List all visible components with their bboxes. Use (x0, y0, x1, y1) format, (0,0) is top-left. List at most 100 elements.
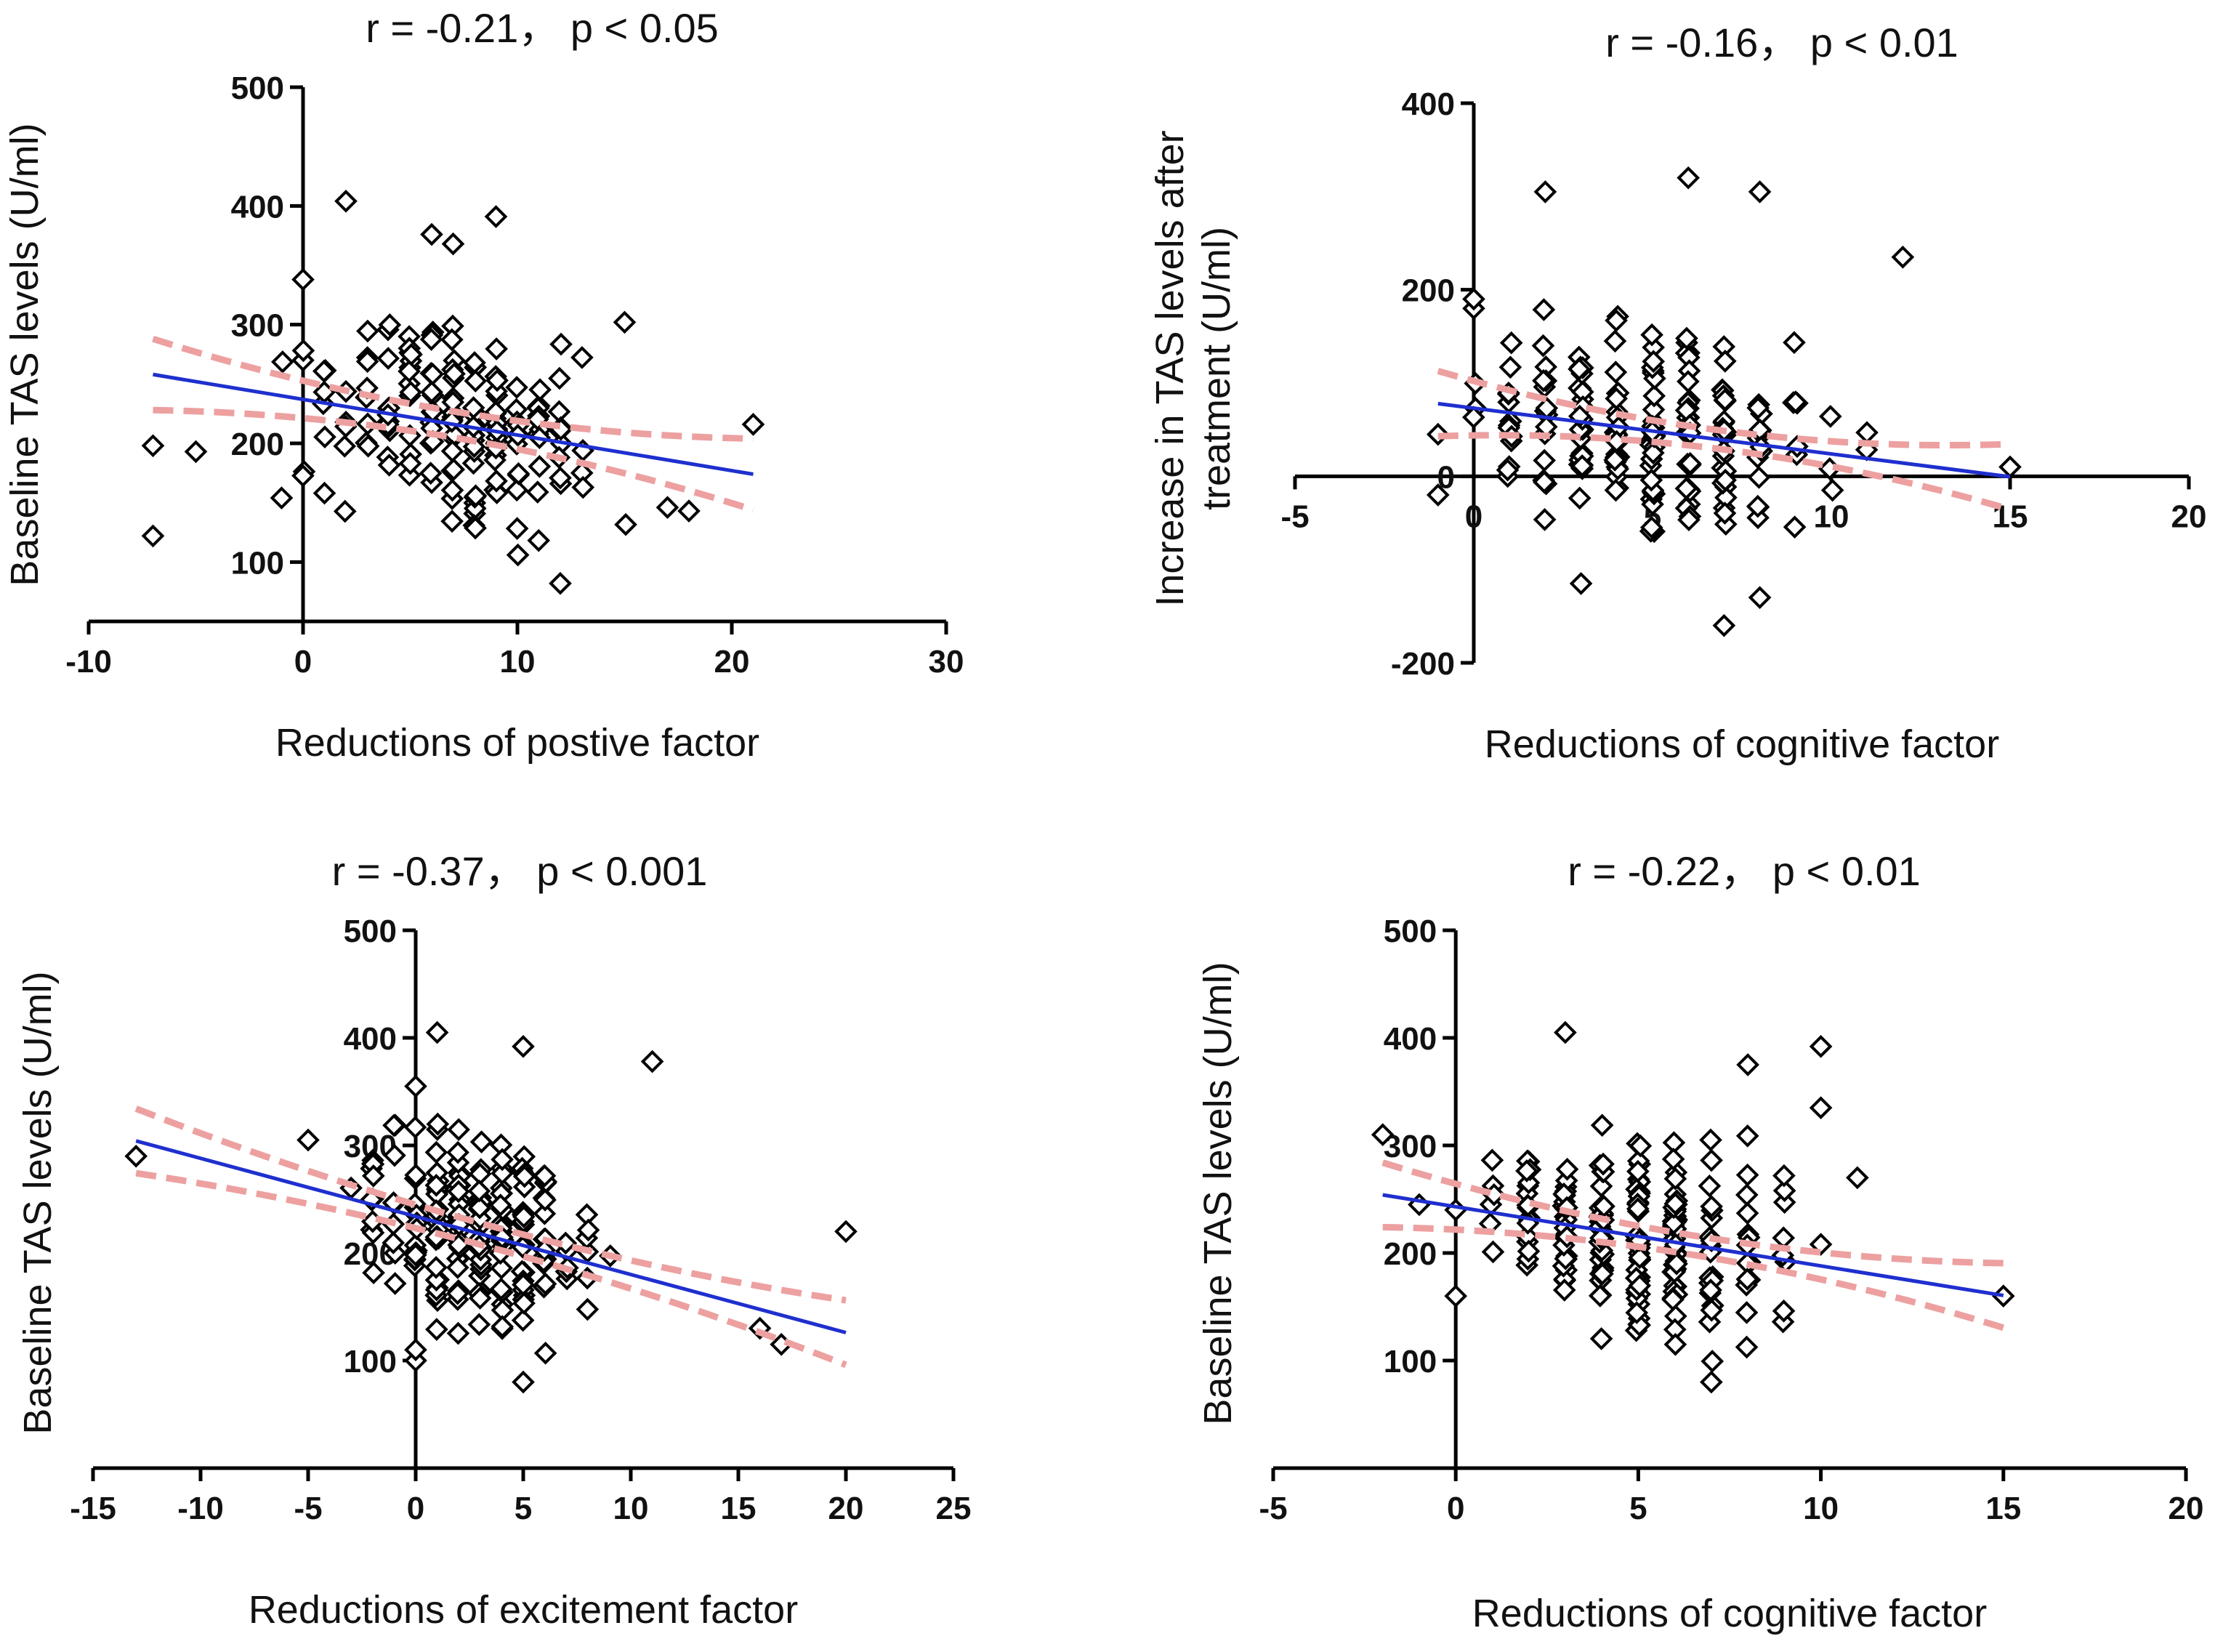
data-point (533, 1272, 557, 1296)
data-point (1809, 1035, 1833, 1058)
data-point (1554, 1020, 1577, 1044)
data-point (489, 1277, 513, 1301)
data-point (184, 440, 208, 464)
data-point (1531, 334, 1555, 358)
data-point (741, 413, 765, 436)
data-point (528, 378, 552, 402)
data-point (571, 475, 595, 499)
data-point (512, 1164, 536, 1188)
data-point (549, 571, 572, 595)
data-point (1533, 470, 1556, 493)
x-tick-label: 5 (515, 1491, 532, 1526)
data-point (399, 380, 423, 404)
data-point (312, 359, 336, 383)
data-point (1998, 455, 2022, 479)
data-point (1783, 515, 1807, 539)
data-point (467, 1179, 491, 1203)
data-point (446, 1321, 470, 1345)
data-point (1700, 1370, 1723, 1394)
data-point (1674, 477, 1698, 500)
x-tick-label: 15 (1985, 1491, 2021, 1526)
x-axis-label: Reductions of postive factor (275, 721, 759, 765)
data-point (468, 1286, 492, 1310)
data-point (362, 1261, 385, 1285)
data-point (1642, 350, 1666, 374)
data-point (484, 205, 508, 228)
data-point (468, 1196, 491, 1220)
data-point (446, 1140, 469, 1164)
data-point (469, 1130, 493, 1154)
data-point (549, 332, 573, 356)
data-point (1639, 468, 1663, 492)
data-point (548, 366, 571, 390)
confidence-band-upper (1381, 1159, 2004, 1267)
confidence-band-lower (1437, 432, 2012, 513)
data-point (485, 368, 509, 392)
data-point (1735, 1301, 1759, 1324)
data-point (491, 1161, 514, 1185)
data-point (1784, 390, 1807, 414)
data-point (1665, 1252, 1688, 1276)
data-point (1661, 1288, 1685, 1311)
data-point (1568, 357, 1591, 381)
data-point (1772, 1164, 1796, 1188)
data-point (1628, 1274, 1652, 1297)
x-tick-label: -10 (177, 1491, 224, 1526)
data-point (1589, 1327, 1613, 1350)
x-axis-label: Reductions of excitement factor (249, 1588, 798, 1632)
data-point (1772, 1190, 1796, 1214)
x-axis-label: Reductions of cognitive factor (1472, 1592, 1987, 1635)
x-tick-label: 10 (500, 644, 536, 680)
data-point (124, 1144, 148, 1168)
data-point (1480, 1148, 1504, 1172)
data-point (398, 360, 421, 383)
data-point (507, 462, 530, 485)
data-point (400, 342, 423, 366)
data-point (270, 486, 294, 509)
data-point (1590, 1113, 1614, 1137)
x-tick-label: 0 (294, 644, 312, 680)
data-point (296, 1128, 320, 1152)
x-tick-label: 0 (407, 1491, 424, 1526)
data-point (1679, 451, 1702, 475)
data-point (1639, 515, 1663, 539)
data-point (404, 1338, 427, 1362)
y-tick-label: 400 (231, 189, 284, 225)
y-tick-label: 100 (1384, 1344, 1437, 1379)
y-axis-label: Baseline TAS levels (U/ml) (16, 971, 60, 1434)
data-point (1426, 483, 1450, 507)
data-point (377, 454, 401, 477)
confidence-band-upper (152, 335, 754, 442)
data-point (1735, 1201, 1759, 1225)
data-point (1698, 1174, 1722, 1198)
y-tick-label: 300 (231, 308, 284, 344)
y-tick-label: 400 (1402, 86, 1455, 122)
data-point (1626, 1197, 1650, 1221)
data-point (313, 425, 336, 449)
data-point (1444, 1284, 1468, 1308)
data-point (312, 481, 336, 505)
data-point (1735, 1268, 1759, 1291)
data-point (1820, 478, 1844, 502)
regression-line (153, 372, 754, 476)
data-point (1663, 1192, 1687, 1216)
x-tick-label: 10 (1814, 499, 1849, 534)
regression-line (1382, 1193, 2004, 1297)
data-point (1746, 396, 1770, 420)
y-tick-label: 400 (344, 1021, 397, 1057)
data-point (1663, 1332, 1687, 1356)
data-point (570, 346, 594, 369)
data-point (1700, 1195, 1723, 1218)
y-tick-label: -200 (1391, 646, 1455, 682)
x-tick-label: -10 (65, 644, 112, 680)
data-point (1699, 1128, 1722, 1152)
data-point (291, 339, 315, 363)
data-point (376, 347, 400, 370)
x-tick-label: 0 (1447, 1491, 1464, 1526)
x-tick-label: -5 (294, 1491, 322, 1526)
y-axis-label: Increase in TAS levels after (1148, 130, 1192, 606)
data-point (1552, 1278, 1576, 1302)
confidence-band-lower (1382, 1223, 2005, 1331)
data-point (491, 1148, 514, 1172)
